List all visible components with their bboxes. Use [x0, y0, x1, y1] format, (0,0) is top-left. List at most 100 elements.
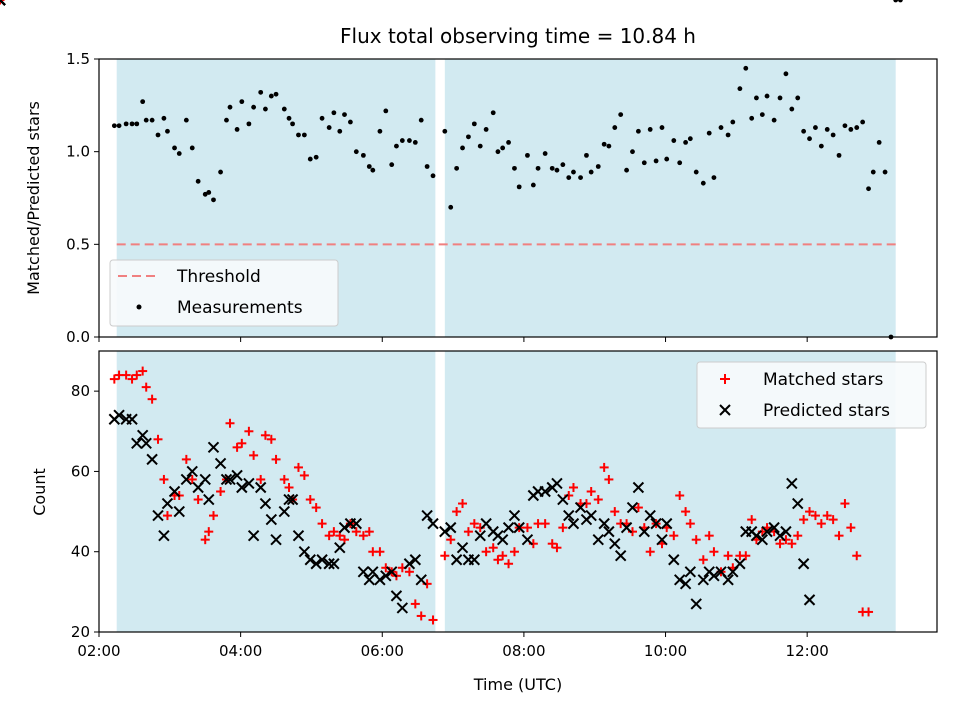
- predicted-point: [310, 558, 322, 570]
- matched-point: [498, 551, 508, 561]
- matched-point: [311, 503, 321, 513]
- observing-window-0-1: [444, 59, 896, 337]
- measurement-point: [512, 165, 517, 171]
- matched-point: [109, 374, 119, 384]
- ratio-legend: Threshold Measurements: [109, 259, 339, 327]
- measurement-point: [571, 169, 576, 175]
- matched-point: [208, 511, 218, 521]
- matched-point: [558, 523, 568, 533]
- predicted-point: [304, 554, 316, 566]
- predicted-point: [468, 554, 481, 566]
- predicted-point: [768, 521, 780, 534]
- matched-point: [187, 474, 197, 484]
- y-tick-label-1-0: 20: [71, 623, 90, 641]
- matched-point: [810, 511, 820, 521]
- measurement-point: [195, 178, 201, 184]
- measurement-point: [448, 204, 454, 210]
- measurement-point: [783, 71, 789, 77]
- predicted-point: [220, 473, 233, 486]
- measurement-point: [412, 140, 418, 145]
- measurement-point: [286, 115, 292, 121]
- predicted-point: [563, 509, 575, 522]
- measurement-point: [483, 127, 489, 132]
- ratio-panel: 0.0 0.5 1.0 1.5 Matched/Predicted stars Thr…: [24, 0, 938, 346]
- measurement-point: [155, 132, 161, 138]
- predicted-point: [278, 505, 291, 518]
- measurement-point: [612, 125, 618, 130]
- matched-point: [681, 507, 691, 517]
- predicted-point: [708, 570, 720, 582]
- measurement-point: [848, 127, 854, 132]
- predicted-point: [513, 521, 525, 534]
- measurement-point: [535, 165, 541, 171]
- count-legend-box: [696, 361, 927, 429]
- measurement-point: [490, 110, 496, 116]
- matched-point: [404, 567, 414, 577]
- predicted-point: [292, 529, 305, 542]
- measurement-point: [882, 169, 888, 175]
- measurement-point: [836, 152, 842, 158]
- measurement-point: [331, 110, 337, 116]
- measurement-point: [893, 0, 899, 3]
- measurement-point: [525, 152, 530, 158]
- measurement-point: [263, 106, 268, 112]
- measurement-point: [218, 169, 223, 175]
- measurement-point: [898, 0, 903, 3]
- predicted-point: [265, 513, 278, 526]
- measurement-point: [495, 149, 501, 155]
- predicted-point: [334, 541, 346, 554]
- predicted-point: [638, 525, 650, 538]
- predicted-point: [697, 574, 710, 586]
- matched-point: [351, 527, 361, 537]
- matched-point: [504, 559, 514, 569]
- matched-point: [669, 531, 679, 541]
- matched-point: [840, 499, 850, 509]
- measurement-point: [764, 93, 770, 99]
- predicted-point: [350, 517, 363, 530]
- predicted-point: [338, 521, 351, 534]
- matched-point: [610, 507, 620, 517]
- measurement-point: [560, 162, 566, 168]
- measurement-point: [549, 165, 555, 171]
- matched-point: [266, 434, 276, 444]
- measurement-point: [326, 125, 332, 130]
- predicted-point: [0, 0, 6, 6]
- predicted-point: [574, 501, 587, 514]
- matched-point: [279, 474, 289, 484]
- predicted-point: [650, 517, 662, 530]
- predicted-point: [180, 473, 193, 486]
- predicted-point: [585, 509, 597, 522]
- predicted-point: [363, 574, 375, 586]
- matched-point: [747, 515, 757, 525]
- matched-point: [216, 487, 226, 496]
- measurement-point: [595, 164, 601, 169]
- measurement-point: [227, 104, 233, 110]
- measurement-point: [737, 86, 743, 92]
- measurement-point: [842, 123, 848, 129]
- x-tick-label-3: 08:00: [502, 642, 545, 660]
- predicted-point: [113, 409, 125, 421]
- ratio-y-ticks: 0.0 0.5 1.0 1.5: [66, 50, 99, 346]
- measurement-point: [854, 125, 860, 130]
- measurement-point: [143, 117, 149, 123]
- measurement-point: [307, 156, 313, 162]
- measurement-point: [442, 128, 448, 134]
- predicted-point: [316, 554, 328, 566]
- matched-point: [204, 527, 214, 537]
- measurement-point: [795, 95, 801, 101]
- measurement-point: [348, 119, 353, 125]
- predicted-point: [797, 558, 810, 570]
- matched-point: [153, 434, 163, 444]
- predicted-point: [614, 550, 627, 562]
- measurement-point: [399, 138, 405, 143]
- matched-point: [181, 454, 191, 464]
- measurement-point: [671, 138, 677, 143]
- matched-point: [775, 539, 785, 549]
- matched-point: [138, 366, 148, 376]
- y-tick-label-0-3: 1.5: [66, 50, 90, 68]
- measurement-point: [377, 128, 383, 134]
- predicted-point: [644, 509, 656, 522]
- predicted-point: [603, 525, 615, 538]
- predicted-point: [126, 413, 138, 425]
